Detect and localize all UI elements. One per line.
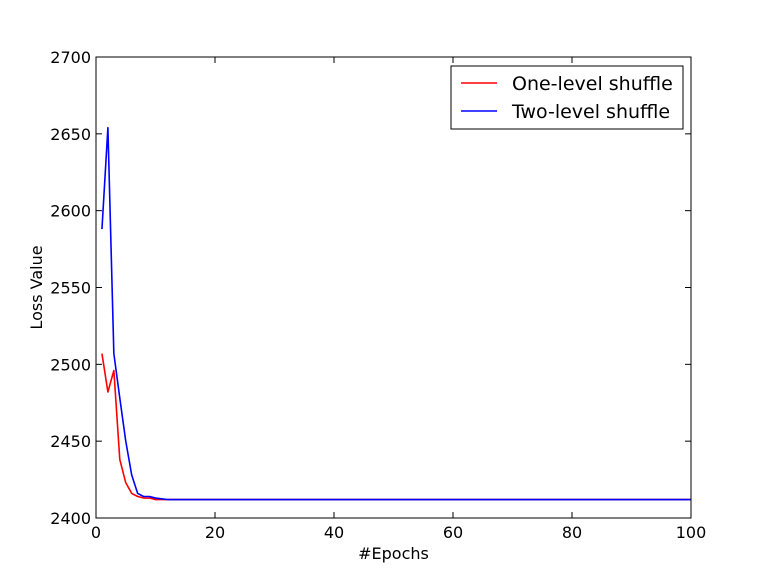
- y-tick-label: 2400: [50, 509, 91, 528]
- y-tick-label: 2450: [50, 432, 91, 451]
- y-tick-label: 2500: [50, 355, 91, 374]
- x-tick-label: 20: [205, 523, 225, 542]
- legend: One-level shuffle Two-level shuffle: [450, 65, 684, 130]
- y-tick-label: 2600: [50, 202, 91, 221]
- y-tick-label: 2700: [50, 48, 91, 67]
- x-tick-label: 100: [676, 523, 707, 542]
- y-tick-label: 2550: [50, 279, 91, 298]
- axis-labels: #Epochs Loss Value: [27, 245, 429, 563]
- plot-background: [96, 57, 691, 518]
- y-tick-label: 2650: [50, 125, 91, 144]
- axis-ticks: 0 20 40 60 80 100 2400 2450 2500 2550 2600 2650 2700: [50, 48, 706, 542]
- legend-label-2: Two-level shuffle: [511, 101, 670, 123]
- x-axis-label: #Epochs: [358, 544, 429, 563]
- legend-box: [450, 65, 684, 130]
- x-tick-label: 60: [443, 523, 463, 542]
- x-tick-label: 0: [91, 523, 101, 542]
- plot-area: [96, 57, 691, 518]
- x-tick-label: 80: [562, 523, 582, 542]
- series-group: [101, 126, 691, 501]
- series-line-2: [101, 126, 691, 501]
- legend-label-1: One-level shuffle: [512, 73, 673, 95]
- x-tick-label: 40: [324, 523, 344, 542]
- y-axis-label: Loss Value: [27, 245, 46, 329]
